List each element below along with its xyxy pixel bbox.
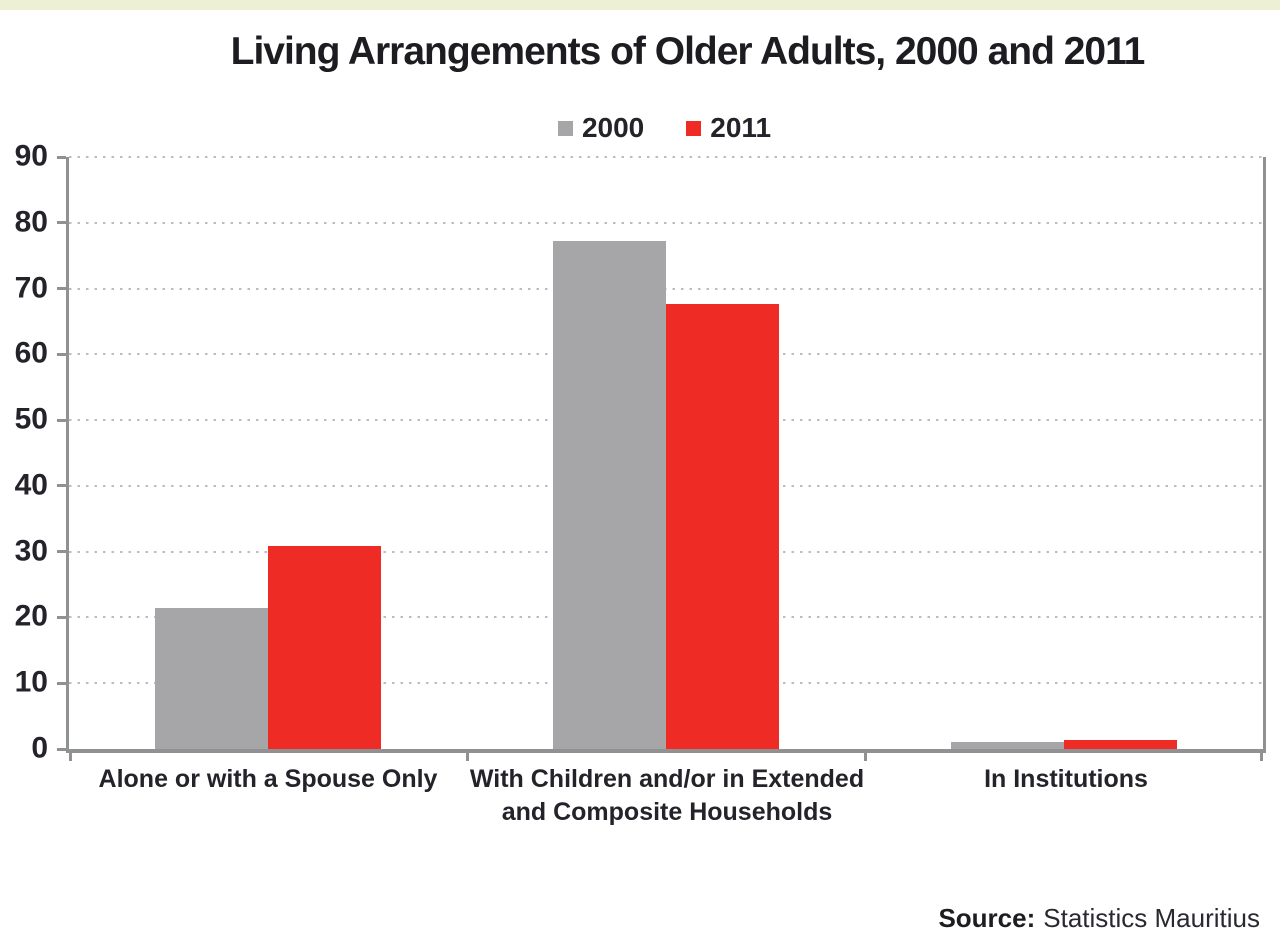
y-tick-60 [57,352,66,356]
y-tick-label-20: 20 [14,599,48,633]
y-tick-40 [57,484,66,488]
legend-swatch-2011 [686,120,702,136]
gridline-90 [69,156,1263,158]
legend-item-2011: 2011 [686,112,771,144]
x-tick-2 [863,753,867,761]
source-label: Source: [938,903,1036,933]
legend-item-2000: 2000 [557,112,645,144]
category-label-alone-or-spouse: Alone or with a Spouse Only [98,765,438,793]
x-tick-0 [69,753,72,761]
y-tick-70 [57,287,66,291]
bar-2000-category-2 [951,741,1064,749]
legend: 2000 2011 [66,112,1263,144]
bar-2011-category-2 [1064,739,1177,749]
legend-label-2011: 2011 [710,112,772,143]
category-label-in-institutions: In Institutions [984,765,1148,793]
chart-title: Living Arrangements of Older Adults, 200… [230,30,1146,73]
bar-2011-category-1 [666,304,779,749]
y-tick-10 [57,681,66,685]
y-tick-label-40: 40 [14,468,48,502]
bar-2000-category-1 [553,240,666,749]
y-tick-30 [57,550,66,554]
gridline-70 [69,287,1263,290]
top-border-strip [0,0,1280,10]
source-text: Statistics Mauritius [1043,903,1260,933]
y-tick-label-10: 10 [14,665,48,699]
legend-label-2000: 2000 [581,112,645,143]
y-tick-label-0: 0 [31,731,48,765]
y-tick-label-50: 50 [14,402,48,436]
y-tick-label-70: 70 [14,270,48,304]
y-axis-labels: 0 10 20 30 40 50 60 70 80 90 [0,139,56,764]
y-tick-label-80: 80 [14,205,48,239]
y-tick-label-30: 30 [14,533,48,567]
plot-area [57,155,1266,761]
source-note: Source: Statistics Mauritius [938,903,1260,934]
category-label-with-children-extended: With Children and/or in Extended and Com… [469,765,865,826]
bar-2011-category-0 [268,546,381,749]
x-axis-category-labels: Alone or with a Spouse Only With Childre… [69,763,1263,833]
x-tick-1 [465,753,469,761]
y-tick-20 [57,615,66,619]
y-tick-label-90: 90 [14,139,48,173]
x-tick-3 [1260,753,1263,761]
y-tick-80 [57,221,66,225]
y-tick-90 [57,155,66,159]
y-tick-label-60: 60 [14,336,48,370]
bar-2000-category-0 [155,608,268,749]
y-tick-0 [57,747,66,751]
gridline-80 [69,221,1263,224]
legend-swatch-2000 [557,120,573,136]
y-tick-50 [57,418,66,422]
